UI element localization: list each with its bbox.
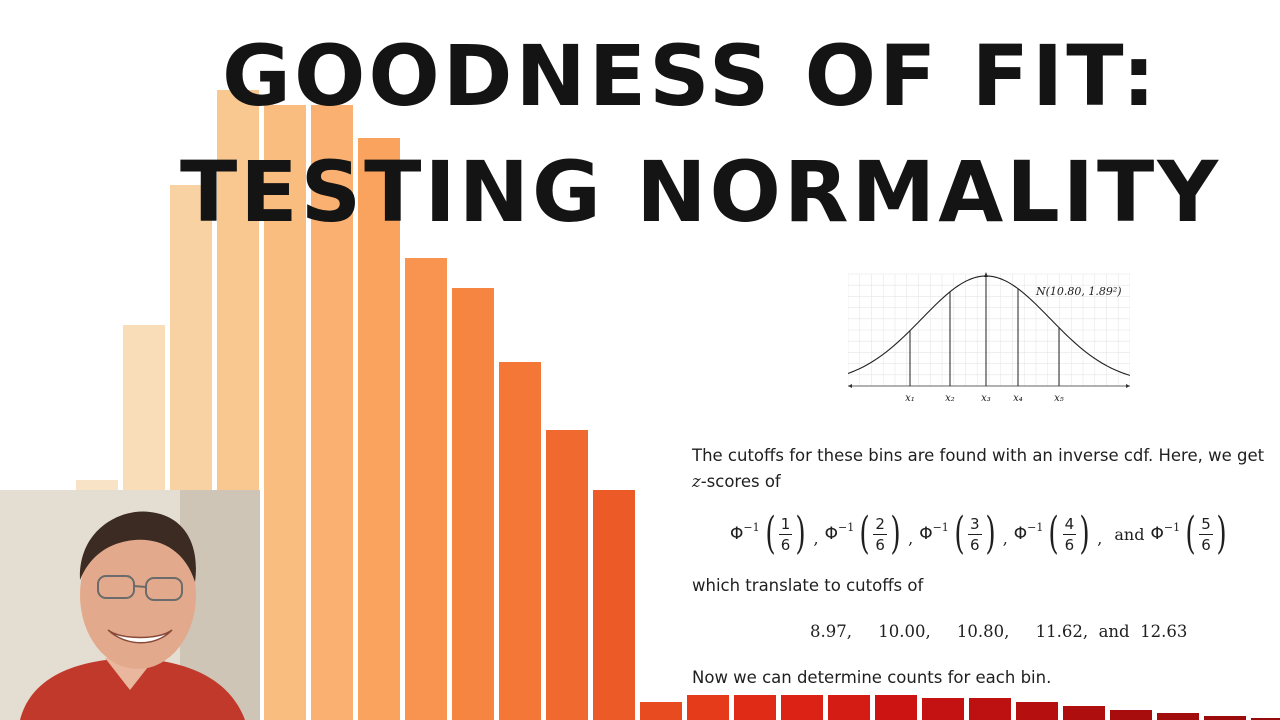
inverse-cdf-term: Φ −1(2 6) [824, 508, 901, 559]
fraction-numerator: 3 [967, 514, 982, 535]
phi-symbol: Φ [919, 524, 933, 544]
histogram-bar [1110, 710, 1152, 720]
phi-exponent: −1 [932, 520, 949, 534]
inverse-cdf-term: Φ −1(4 6) [1013, 508, 1090, 559]
phi-symbol: Φ [1150, 524, 1164, 544]
cutoff-label: x₄ [1013, 393, 1023, 404]
z-variable: z [692, 472, 701, 491]
phi-exponent: −1 [1027, 520, 1044, 534]
paragraph-cutoffs: which translate to cutoffs of [692, 576, 924, 595]
cutoff-labels: x₁ x₂ x₃ x₄ x₅ [905, 393, 1064, 404]
histogram-bar [687, 695, 729, 720]
cutoff-label: x₁ [905, 393, 915, 404]
histogram-bar [734, 695, 776, 720]
phi-exponent: −1 [743, 520, 760, 534]
fraction-denominator: 6 [780, 535, 791, 554]
fraction-numerator: 2 [873, 514, 887, 535]
distribution-label: N(10.80, 1.89²) [1035, 285, 1122, 298]
cutoff-values: 8.97, 10.00, 10.80, 11.62, and 12.63 [810, 622, 1188, 641]
histogram-bar [828, 695, 870, 720]
fraction-numerator: 4 [1062, 514, 1077, 535]
histogram-bar [1016, 702, 1058, 720]
phi-symbol: Φ [824, 524, 838, 544]
histogram-bar [922, 698, 964, 720]
cutoff-label: x₃ [981, 393, 991, 404]
phi-exponent: −1 [837, 520, 855, 534]
presenter-smile [107, 629, 173, 644]
inverse-cdf-term: Φ −1(5 6) [1150, 508, 1227, 559]
presenter-shirt [20, 658, 245, 720]
cutoff-label: x₅ [1054, 393, 1064, 404]
fraction-numerator: 5 [1199, 514, 1213, 535]
z-scores-text: -scores of [700, 472, 781, 491]
histogram-bar [311, 105, 353, 720]
inverse-cdf-term: Φ −1(3 6) [919, 508, 996, 559]
cutoff-label: x₂ [945, 393, 955, 404]
inverse-cdf-formula: Φ −1(1 6), Φ −1(2 6), Φ −1(3 6), Φ −1(4 6), and Φ −1(5… [730, 506, 1230, 562]
axis-right-arrow [1126, 384, 1130, 388]
fraction-denominator: 6 [969, 535, 980, 554]
histogram-bar [358, 138, 400, 720]
normal-curve-figure: N(10.80, 1.89²) x₁ x₂ x₃ x₄ x₅ [848, 272, 1130, 404]
fraction-numerator: 1 [778, 514, 793, 535]
paragraph-counts: Now we can determine counts for each bin… [692, 668, 1052, 687]
cutoff-lines [909, 276, 1060, 386]
title-line-2: TESTING NORMALITY [180, 143, 1222, 241]
histogram-bar [1157, 713, 1199, 720]
inverse-cdf-term: Φ −1(1 6) [730, 508, 807, 559]
presenter-hair [79, 511, 196, 582]
histogram-bar [499, 362, 541, 720]
histogram-bar [452, 288, 494, 720]
fraction-denominator: 6 [1201, 535, 1211, 554]
title-line-1: GOODNESS OF FIT: [222, 27, 1159, 125]
paragraph-z-scores: z-scores of [692, 472, 781, 491]
and-word: and [1114, 524, 1145, 544]
phi-symbol: Φ [1013, 524, 1028, 544]
histogram-bar [640, 702, 682, 720]
histogram-bar [593, 490, 635, 720]
fraction-denominator: 6 [1064, 535, 1075, 554]
comma: , [1002, 529, 1008, 548]
phi-exponent: −1 [1163, 520, 1181, 534]
paragraph-inverse-cdf: The cutoffs for these bins are found wit… [692, 446, 1265, 465]
comma: , [1097, 529, 1103, 548]
histogram-bar [781, 695, 823, 720]
histogram-bar [405, 258, 447, 720]
histogram-bar [264, 105, 306, 720]
phi-symbol: Φ [730, 524, 744, 544]
histogram-bar [546, 430, 588, 720]
glasses-right [145, 577, 183, 601]
presenter-webcam [0, 490, 260, 720]
axis-left-arrow [848, 384, 852, 388]
comma: , [908, 529, 914, 548]
presenter-face [80, 521, 196, 669]
histogram-bar [1204, 716, 1246, 720]
comma: , [813, 529, 819, 548]
histogram-bar [969, 698, 1011, 720]
histogram-bar [875, 695, 917, 720]
fraction-denominator: 6 [875, 535, 885, 554]
histogram-bar [1251, 718, 1280, 720]
bell-curve [848, 275, 1130, 376]
histogram-bar [1063, 706, 1105, 720]
curve-grid [848, 273, 1130, 386]
